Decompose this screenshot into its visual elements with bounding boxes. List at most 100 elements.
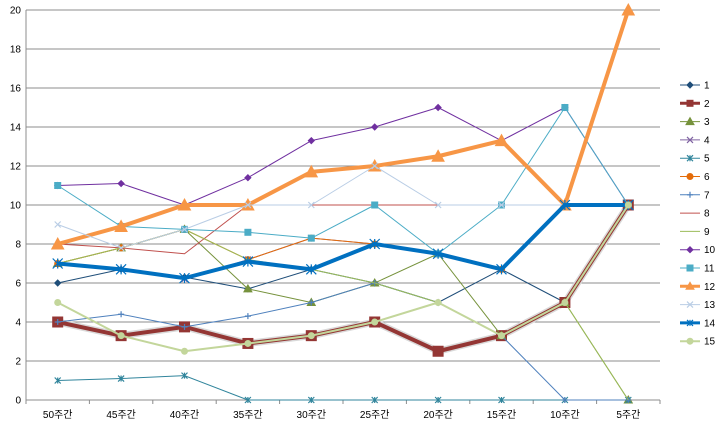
data-point: [371, 396, 379, 404]
y-tick-label: 20: [10, 6, 22, 17]
data-point: [494, 133, 509, 147]
legend-label: 3: [704, 117, 710, 128]
data-point: [54, 221, 62, 228]
data-point: [307, 332, 315, 340]
legend-item-1: 1: [680, 81, 710, 92]
series-line: [57, 107, 629, 206]
y-tick-label: 2: [15, 357, 21, 368]
data-point: [371, 201, 379, 209]
legend-swatch-marker: [686, 337, 694, 345]
legend-label: 13: [704, 300, 716, 311]
data-point: [244, 396, 252, 404]
data-point: [624, 201, 632, 209]
data-point: [434, 201, 442, 209]
data-point: [371, 162, 379, 170]
legend-label: 6: [704, 172, 710, 183]
data-point: [115, 263, 127, 275]
data-point: [498, 332, 505, 340]
data-point: [370, 123, 379, 131]
data-point: [243, 283, 253, 293]
data-point: [371, 318, 379, 326]
legend-item-2: 2: [680, 99, 710, 110]
series-line: [57, 375, 629, 401]
data-point: [244, 339, 252, 347]
data-point: [117, 244, 125, 252]
data-point: [434, 396, 442, 404]
data-point: [369, 238, 381, 250]
data-point: [181, 323, 188, 330]
legend-label: 2: [704, 99, 710, 110]
legend-item-8: 8: [680, 209, 710, 220]
data-point: [177, 197, 192, 211]
x-tick-label: 35주간: [233, 409, 263, 421]
data-point: [53, 279, 62, 287]
data-point: [307, 201, 315, 209]
data-point: [496, 263, 507, 275]
series-line: [57, 9, 631, 246]
legend-swatch-marker: [686, 154, 694, 162]
data-point: [118, 311, 125, 318]
data-point: [54, 377, 62, 384]
series-line: [57, 204, 630, 353]
x-tick-label: 25주간: [360, 409, 390, 421]
data-point: [305, 263, 317, 275]
y-tick-label: 4: [15, 318, 21, 329]
legend-item-12: 12: [680, 281, 716, 293]
legend-item-6: 6: [680, 172, 710, 183]
data-point: [561, 397, 568, 403]
data-point: [561, 104, 569, 111]
data-point: [244, 173, 252, 182]
legend-label: 12: [704, 282, 716, 293]
legend-label: 15: [704, 337, 716, 348]
x-tick-label: 30주간: [297, 409, 327, 421]
x-tick-label: 15주간: [487, 409, 517, 421]
data-point: [242, 256, 254, 267]
x-axis: 50주간 45주간 40주간 35주간 30주간 25주간 20주간 15주간 10주간 5주간: [25, 399, 661, 421]
legend-item-10: 10: [680, 245, 716, 256]
data-point: [244, 201, 252, 209]
legend-item-14: 14: [680, 318, 716, 329]
series-15: [54, 201, 632, 355]
series-5: [54, 372, 632, 404]
series-line: [57, 204, 629, 270]
legend-label: 7: [704, 190, 710, 201]
data-point: [308, 299, 315, 306]
x-tick-label: 45주간: [106, 409, 136, 421]
legend-item-11: 11: [680, 264, 715, 275]
data-point: [307, 234, 315, 242]
y-tick-label: 0: [15, 396, 21, 407]
legend-swatch-marker: [686, 173, 694, 180]
data-point: [181, 347, 188, 355]
data-point: [52, 258, 64, 269]
legend-swatch-marker: [686, 99, 694, 107]
series-line: [57, 204, 629, 280]
y-tick-label: 12: [10, 162, 22, 173]
x-tick-label: 10주간: [550, 409, 580, 421]
legend-item-3: 3: [680, 116, 710, 128]
legend-swatch-marker: [686, 301, 694, 309]
data-point: [621, 2, 636, 16]
legend-label: 9: [704, 227, 710, 238]
data-point: [181, 372, 188, 380]
series-1: [53, 201, 633, 307]
y-tick-label: 18: [10, 45, 22, 56]
data-point: [559, 199, 571, 211]
legend-item-7: 7: [680, 190, 710, 201]
data-point: [179, 272, 190, 284]
data-point: [54, 319, 61, 325]
legend-label: 8: [704, 209, 710, 220]
data-point: [244, 313, 251, 320]
data-point: [117, 332, 125, 340]
series-line: [57, 165, 629, 249]
legend-swatch-marker: [686, 319, 694, 327]
y-tick-label: 16: [10, 84, 22, 95]
legend-swatch-marker: [686, 81, 694, 89]
y-tick-label: 10: [10, 201, 22, 212]
legend-label: 5: [704, 154, 710, 165]
x-tick-label: 20주간: [423, 409, 453, 421]
x-tick-label: 50주간: [43, 409, 73, 421]
legend-label: 10: [704, 245, 716, 256]
series-10: [53, 103, 633, 209]
series-group: [50, 2, 636, 404]
